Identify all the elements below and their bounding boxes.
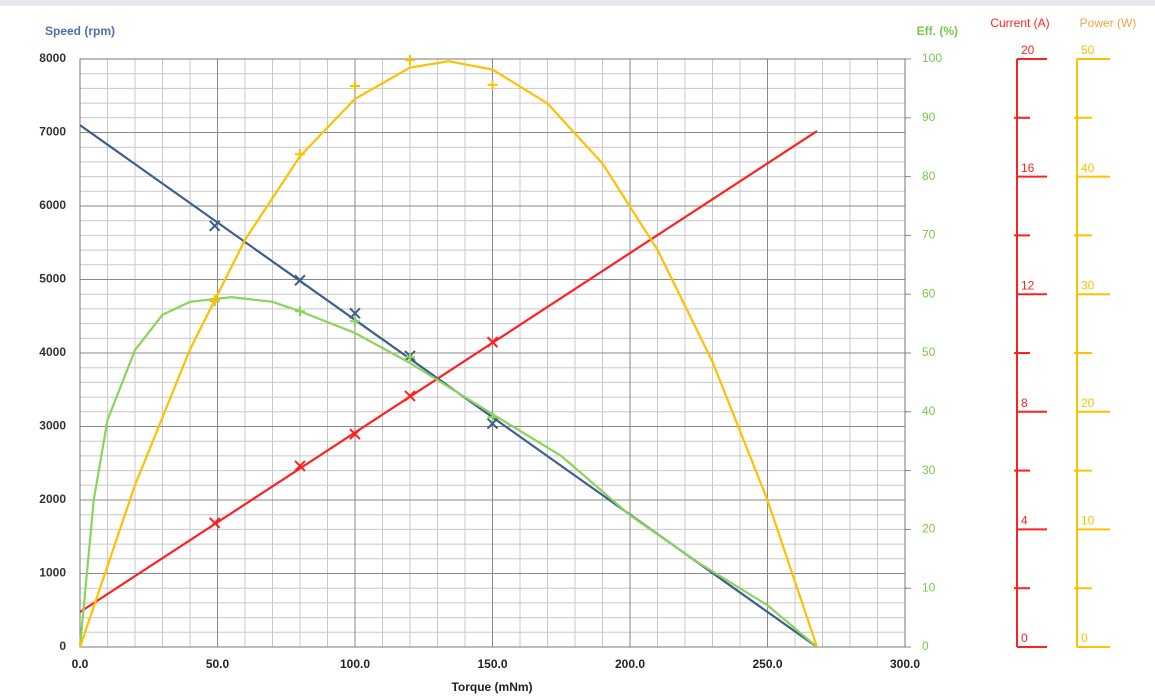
data-point bbox=[294, 274, 306, 286]
data-point bbox=[350, 81, 360, 92]
plot bbox=[78, 55, 819, 648]
plot-border bbox=[79, 58, 906, 648]
y2-tick-label: 90 bbox=[922, 110, 936, 124]
x-axis-title: Torque (mNm) bbox=[451, 680, 532, 694]
x-tick-label: 100.0 bbox=[340, 657, 370, 671]
y-tick-label: 5000 bbox=[39, 272, 66, 286]
series-line bbox=[78, 60, 819, 648]
y3-tick-label: 20 bbox=[1021, 43, 1035, 57]
y4-tick-label: 40 bbox=[1081, 161, 1095, 175]
y-tick-label: 6000 bbox=[39, 198, 66, 212]
y2-tick-label: 80 bbox=[922, 169, 936, 183]
y2-tick-label: 10 bbox=[922, 580, 936, 594]
x-tick-label: 250.0 bbox=[752, 657, 782, 671]
y2-tick-label: 0 bbox=[922, 639, 929, 653]
data-point bbox=[404, 390, 416, 402]
y4-tick-label: 50 bbox=[1081, 43, 1095, 57]
x-tick-label: 200.0 bbox=[615, 657, 645, 671]
y3-tick-label: 0 bbox=[1021, 631, 1028, 645]
x-tick-label: 150.0 bbox=[477, 657, 507, 671]
y-tick-label: 3000 bbox=[39, 419, 66, 433]
y3-tick-label: 16 bbox=[1021, 161, 1035, 175]
grid: 0.0 50.0 100.0 150.0 200.0 250.0 300.001000200… bbox=[39, 43, 1110, 671]
data-point bbox=[209, 220, 221, 232]
y4-tick-label: 0 bbox=[1081, 631, 1088, 645]
y-tick-label: 4000 bbox=[39, 345, 66, 359]
y2-axis-title: Eff. (%) bbox=[917, 24, 958, 38]
y2-tick-label: 100 bbox=[922, 51, 942, 65]
y2-tick-label: 30 bbox=[922, 463, 936, 477]
y-tick-label: 1000 bbox=[39, 566, 66, 580]
x-tick-label: 0.0 bbox=[72, 657, 89, 671]
data-point bbox=[295, 306, 305, 317]
y2-tick-label: 70 bbox=[922, 228, 936, 242]
y3-tick-label: 12 bbox=[1021, 278, 1035, 292]
y-tick-label: 8000 bbox=[39, 51, 66, 65]
y4-tick-label: 10 bbox=[1081, 514, 1095, 528]
data-point bbox=[486, 417, 499, 430]
data-point bbox=[486, 336, 499, 348]
data-point bbox=[295, 149, 305, 160]
y-tick-label: 2000 bbox=[39, 492, 66, 506]
y-tick-label: 0 bbox=[59, 639, 66, 653]
data-point bbox=[209, 517, 221, 529]
y3-tick-label: 4 bbox=[1021, 514, 1028, 528]
y-axis-title: Speed (rpm) bbox=[45, 24, 115, 38]
y3-tick-label: 8 bbox=[1021, 396, 1028, 410]
y2-tick-label: 50 bbox=[922, 345, 936, 359]
data-point bbox=[350, 316, 360, 327]
data-point bbox=[487, 79, 498, 90]
series-line bbox=[78, 296, 818, 648]
data-point bbox=[405, 352, 415, 363]
x-tick-label: 50.0 bbox=[206, 657, 230, 671]
data-point bbox=[487, 412, 498, 423]
data-point bbox=[209, 295, 220, 306]
data-point bbox=[405, 55, 415, 66]
y4-tick-label: 20 bbox=[1081, 396, 1095, 410]
y3-axis-title: Current (A) bbox=[990, 16, 1049, 30]
series-line bbox=[79, 130, 818, 613]
y2-tick-label: 60 bbox=[922, 286, 936, 300]
y4-axis-title: Power (W) bbox=[1080, 16, 1137, 30]
data-point bbox=[349, 307, 361, 320]
y2-tick-label: 20 bbox=[922, 522, 936, 536]
top-strip bbox=[0, 0, 1155, 6]
data-point bbox=[349, 428, 361, 440]
data-point bbox=[294, 460, 306, 472]
y4-tick-label: 30 bbox=[1081, 278, 1095, 292]
y2-tick-label: 40 bbox=[922, 404, 936, 418]
y-tick-label: 7000 bbox=[39, 125, 66, 139]
x-tick-label: 300.0 bbox=[890, 657, 920, 671]
